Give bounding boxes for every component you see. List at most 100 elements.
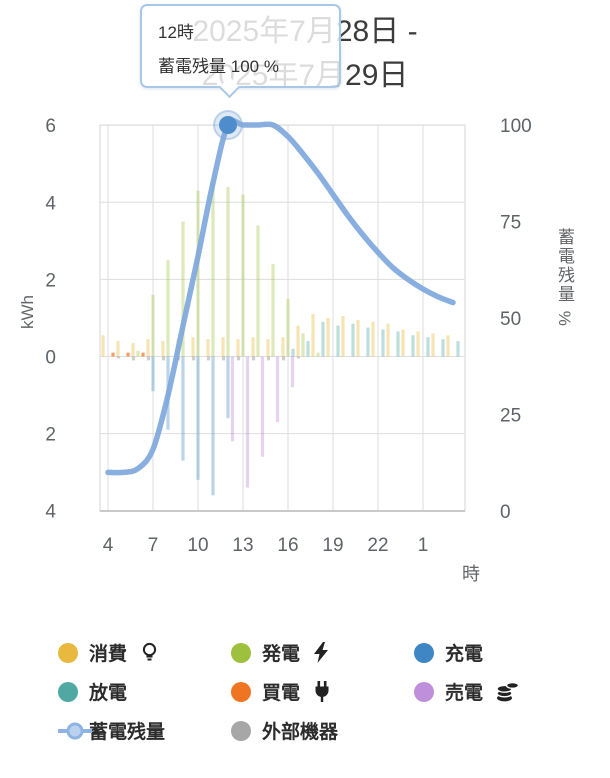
bar-charge[interactable]	[181, 356, 185, 461]
x-axis-tick: 16	[277, 535, 298, 556]
bar-external[interactable]	[131, 356, 136, 361]
legend-item-sell[interactable]: 売電	[414, 672, 578, 711]
bar-generation[interactable]	[226, 186, 230, 357]
bar-generation[interactable]	[166, 260, 170, 357]
bar-generation[interactable]	[241, 194, 245, 357]
legend-label-soc: 蓄電残量	[89, 722, 166, 743]
bar-discharge[interactable]	[441, 339, 445, 357]
bar-external[interactable]	[281, 356, 286, 361]
bar-consumption[interactable]	[401, 329, 405, 357]
bar-consumption[interactable]	[101, 335, 105, 357]
energy-chart-plot[interactable]: 6 4 2 0 2 4 100 75 50 25 0 4 7 10 13 16 19 22 1	[0, 0, 610, 620]
bar-generation[interactable]	[301, 333, 305, 357]
bar-generation[interactable]	[271, 263, 275, 357]
bar-buy[interactable]	[126, 352, 130, 357]
bar-external[interactable]	[221, 356, 226, 361]
legend-item-generation[interactable]: 発電	[231, 633, 414, 672]
coins-icon	[496, 681, 520, 702]
bar-consumption[interactable]	[356, 319, 360, 357]
bar-generation[interactable]	[286, 298, 290, 357]
bar-consumption[interactable]	[341, 316, 345, 357]
bar-external[interactable]	[251, 356, 256, 361]
bar-charge[interactable]	[211, 356, 215, 496]
bar-consumption[interactable]	[146, 339, 150, 357]
bar-external[interactable]	[146, 356, 151, 361]
bar-discharge[interactable]	[381, 329, 385, 357]
bar-buy[interactable]	[141, 352, 145, 357]
bar-discharge[interactable]	[306, 341, 310, 357]
legend-item-discharge[interactable]: 放電	[58, 672, 231, 711]
bar-generation[interactable]	[136, 350, 140, 357]
bar-external[interactable]	[116, 356, 121, 359]
x-axis-tick: 10	[187, 535, 208, 556]
legend-item-charge[interactable]: 充電	[414, 633, 578, 672]
bar-consumption[interactable]	[431, 333, 435, 357]
bar-charge[interactable]	[196, 356, 200, 480]
bar-consumption[interactable]	[446, 335, 450, 357]
bar-consumption[interactable]	[266, 339, 270, 357]
bar-generation[interactable]	[196, 190, 200, 357]
bar-discharge[interactable]	[336, 325, 340, 357]
bar-sell[interactable]	[290, 356, 295, 388]
bar-consumption[interactable]	[131, 343, 135, 357]
legend-label-charge: 充電	[445, 644, 484, 665]
bar-consumption[interactable]	[416, 331, 420, 357]
bar-sell[interactable]	[275, 356, 280, 423]
bar-consumption[interactable]	[311, 314, 315, 357]
bar-discharge[interactable]	[366, 327, 370, 357]
soc-line[interactable]	[105, 118, 456, 476]
bar-consumption[interactable]	[191, 337, 195, 357]
bar-consumption[interactable]	[296, 325, 300, 357]
bar-discharge[interactable]	[351, 323, 355, 357]
bar-generation[interactable]	[181, 221, 185, 357]
right-axis-tick: 50	[500, 309, 521, 330]
plot-border	[99, 124, 466, 512]
x-axis-tick: 7	[148, 535, 159, 556]
bar-external[interactable]	[236, 356, 241, 361]
legend-item-consumption[interactable]: 消費	[58, 633, 231, 672]
bar-charge[interactable]	[226, 356, 230, 419]
right-axis-tick: 100	[500, 116, 532, 137]
legend-item-buy[interactable]: 買電	[231, 672, 414, 711]
legend-item-external[interactable]: 外部機器	[231, 711, 414, 750]
bar-consumption[interactable]	[371, 321, 375, 357]
bar-generation[interactable]	[316, 352, 320, 357]
bar-external[interactable]	[161, 356, 166, 361]
left-axis-tick: 6	[45, 116, 56, 137]
bar-sell[interactable]	[245, 356, 250, 488]
bar-sell[interactable]	[260, 356, 265, 457]
bar-consumption[interactable]	[116, 341, 120, 357]
bar-consumption[interactable]	[251, 337, 255, 357]
bar-generation[interactable]	[211, 183, 215, 357]
bar-charge[interactable]	[151, 356, 155, 392]
left-axis-tick: 4	[45, 502, 56, 523]
bar-discharge[interactable]	[411, 335, 415, 357]
bar-discharge[interactable]	[456, 341, 460, 357]
legend-item-soc[interactable]: 蓄電残量	[58, 711, 231, 750]
bar-external[interactable]	[206, 356, 211, 361]
bar-consumption[interactable]	[221, 337, 225, 357]
bar-buy[interactable]	[111, 352, 115, 357]
bar-consumption[interactable]	[206, 339, 210, 357]
bar-discharge[interactable]	[291, 348, 295, 357]
bar-consumption[interactable]	[161, 341, 165, 357]
bar-external[interactable]	[191, 356, 196, 361]
bar-discharge[interactable]	[321, 321, 325, 357]
legend-label-sell: 売電	[445, 683, 484, 704]
bar-generation[interactable]	[151, 294, 155, 357]
bar-consumption[interactable]	[281, 337, 285, 357]
legend-swatch-sell	[414, 681, 434, 702]
bar-consumption[interactable]	[236, 339, 240, 357]
bar-external[interactable]	[296, 356, 301, 359]
bar-external[interactable]	[266, 356, 271, 361]
bar-discharge[interactable]	[396, 331, 400, 357]
bar-consumption[interactable]	[386, 323, 390, 357]
bar-discharge[interactable]	[426, 337, 430, 357]
legend-label-external: 外部機器	[262, 722, 339, 743]
right-axis-tick: 0	[500, 502, 511, 523]
bar-generation[interactable]	[256, 225, 260, 357]
bar-sell[interactable]	[230, 356, 235, 442]
bar-consumption[interactable]	[326, 317, 330, 357]
soc-point-marker[interactable]	[219, 116, 237, 134]
